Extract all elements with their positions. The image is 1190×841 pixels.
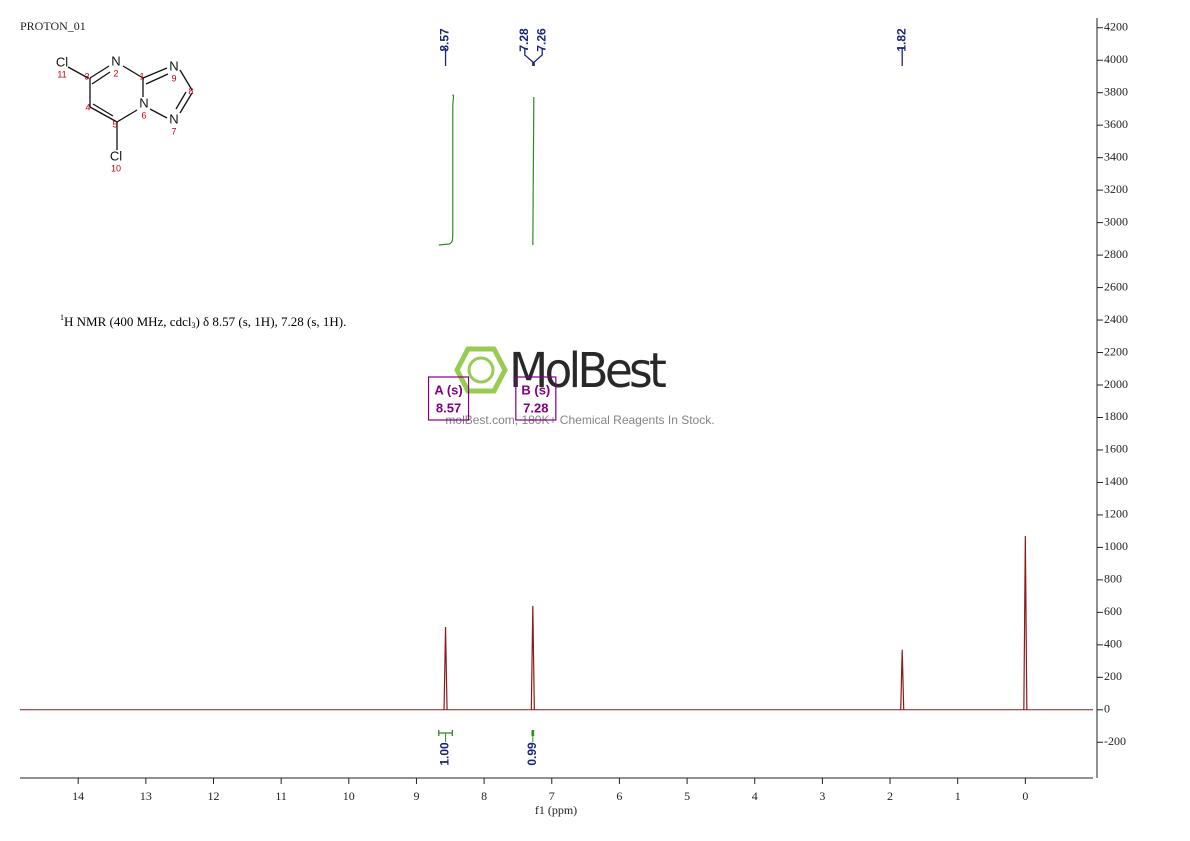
atom-number: 4 [85,102,90,112]
y-tick-label: 1600 [1104,442,1128,456]
integral-label: 1.00 [438,742,452,766]
x-tick-label: 0 [1022,789,1028,803]
multiplet-box [427,376,470,421]
atom-symbol: N [169,111,178,126]
watermark-tagline: molBest.com, 180K+ Chemical Reagents In … [445,413,714,427]
x-tick-label: 4 [752,789,758,803]
y-tick-label: 3800 [1104,84,1128,98]
peak-pick-line [533,48,543,66]
x-tick-label: 6 [616,789,622,803]
atom-number: 2 [113,68,118,78]
x-tick-label: 5 [684,789,690,803]
x-tick-label: 14 [72,789,84,803]
y-tick-label: 2000 [1104,377,1128,391]
y-tick-label: 400 [1104,637,1122,651]
atom-number: 11 [57,69,66,79]
watermark-logo: MolBest [509,343,666,399]
y-tick-label: 600 [1104,604,1122,618]
atom-symbol: Cl [110,148,122,163]
multiplet-shift: 7.28 [523,400,548,415]
atom-number: 7 [171,126,176,136]
y-tick-label: 2800 [1104,247,1128,261]
peak [530,605,535,710]
watermark: MolBest molBest.com, 180K+ Chemical Reag… [445,343,714,427]
x-tick-label: 8 [481,789,487,803]
multiplet-name: A (s) [434,382,462,397]
x-tick-label: 12 [207,789,219,803]
atom-symbol: N [139,95,148,110]
peak-pick-label: 8.57 [438,28,452,52]
peak [1023,536,1028,710]
y-tick-label: 1400 [1104,474,1128,488]
desc-sub: 3 [191,321,195,330]
desc-text: H NMR (400 MHz, cdcl [64,314,192,329]
y-tick-label: 3000 [1104,214,1128,228]
y-tick-label: 1800 [1104,409,1128,423]
y-tick-label: 2200 [1104,344,1128,358]
peak [900,649,905,710]
x-tick-label: 11 [275,789,287,803]
y-tick-label: 4200 [1104,19,1128,33]
peak-pick-line [524,48,534,66]
y-tick-label: 0 [1104,702,1110,716]
y-tick-label: -200 [1104,734,1126,748]
atom-number: 3 [84,71,89,81]
x-tick-label: 1 [955,789,961,803]
atom-number: 9 [171,73,176,83]
y-tick-label: 2600 [1104,279,1128,293]
x-tick-label: 13 [140,789,152,803]
x-tick-label: 9 [413,789,419,803]
y-tick-label: 2400 [1104,312,1128,326]
y-tick-label: 4000 [1104,52,1128,66]
y-tick-label: 1000 [1104,539,1128,553]
x-tick-label: 3 [819,789,825,803]
y-tick-label: 3600 [1104,117,1128,131]
atom-number: 5 [112,119,117,129]
desc-text: ) δ 8.57 (s, 1H), 7.28 (s, 1H). [195,314,346,329]
atom-number: 10 [111,163,121,173]
atom-number: 8 [188,86,193,96]
desc-sup: 1 [60,313,64,322]
y-tick-label: 1200 [1104,507,1128,521]
x-tick-label: 10 [343,789,355,803]
multiplet-shift: 8.57 [436,400,461,415]
y-tick-label: 3400 [1104,149,1128,163]
x-tick-label: 7 [549,789,555,803]
integral-curve [532,96,535,246]
peak-pick-label: 7.28 [517,28,531,52]
atom-symbol: N [111,53,120,68]
y-tick-label: 200 [1104,669,1122,683]
atom-number: 1 [139,71,144,81]
multiplet-name: B (s) [521,382,550,397]
nmr-description: 1H NMR (400 MHz, cdcl3) δ 8.57 (s, 1H), … [60,313,346,330]
x-tick-label: 2 [887,789,893,803]
peak-pick-label: 7.26 [534,28,548,52]
peak [443,626,448,710]
integral-label: 0.99 [525,742,539,766]
peak-pick-label: 1.82 [894,28,908,52]
molecule [67,65,193,150]
atom-symbol: N [169,58,178,73]
atom-number: 6 [141,110,146,120]
multiplet-box [515,376,557,421]
chart-title: PROTON_01 [20,19,86,33]
integral-curve [438,94,455,246]
atom-symbol: Cl [56,54,68,69]
y-tick-label: 800 [1104,572,1122,586]
y-tick-label: 3200 [1104,182,1128,196]
x-axis-label: f1 (ppm) [535,803,577,817]
